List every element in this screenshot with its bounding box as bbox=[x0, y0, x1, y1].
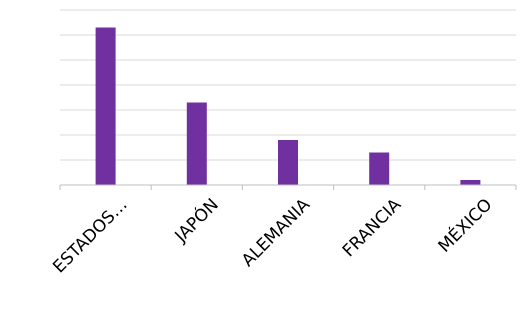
category-label-3: ALEMANIA bbox=[238, 195, 314, 271]
bar-1 bbox=[95, 27, 116, 185]
category-label-2: JAPÓN bbox=[169, 193, 223, 247]
bars bbox=[95, 27, 481, 185]
bar-3 bbox=[278, 140, 298, 185]
category-labels: ESTADOS… JAPÓN ALEMANIA FRANCIA MÉXICO bbox=[49, 193, 496, 277]
gridlines bbox=[60, 9, 516, 161]
bar-5 bbox=[460, 180, 481, 185]
category-label-1: ESTADOS… bbox=[49, 195, 131, 277]
x-axis-ticks bbox=[59, 185, 517, 190]
bar-2 bbox=[186, 102, 207, 185]
bar-4 bbox=[369, 152, 390, 185]
category-label-4: FRANCIA bbox=[339, 195, 406, 262]
category-label-5: MÉXICO bbox=[433, 193, 496, 256]
